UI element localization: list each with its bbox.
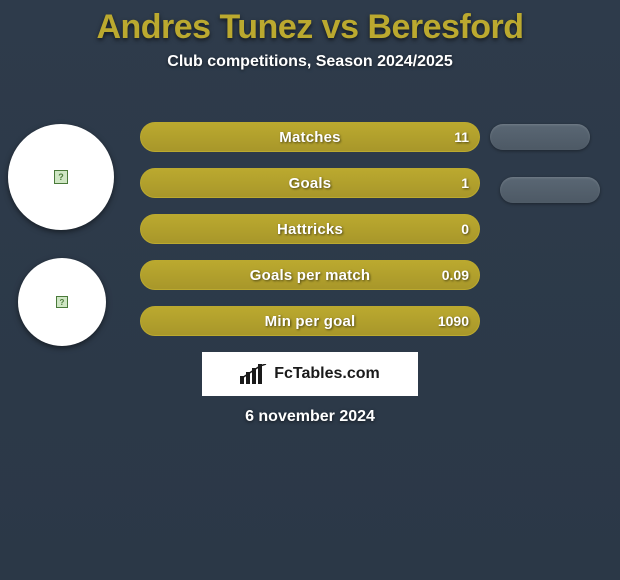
stat-label: Goals [289,175,332,192]
stat-value-p1: 11 [454,129,469,145]
stat-value-p1: 0.09 [442,267,469,283]
broken-image-icon: ? [56,296,68,308]
stat-label: Matches [279,129,340,146]
stat-row-min-per-goal: Min per goal 1090 [140,306,480,336]
stat-value-p1: 0 [461,221,469,237]
stat-label: Min per goal [265,313,356,330]
stat-label: Goals per match [250,267,371,284]
stat-row-matches: Matches 11 [140,122,480,152]
stat-label: Hattricks [277,221,343,238]
broken-image-icon: ? [54,170,68,184]
page-title: Andres Tunez vs Beresford [0,0,620,53]
brand-badge: FcTables.com [202,352,418,396]
stat-value-p1: 1090 [438,313,469,329]
footer-date: 6 november 2024 [0,408,620,426]
subtitle: Club competitions, Season 2024/2025 [0,53,620,97]
stat-row-goals: Goals 1 [140,168,480,198]
stat-value-p1: 1 [461,175,469,191]
player1-avatar: ? [8,124,114,230]
stat-row-hattricks: Hattricks 0 [140,214,480,244]
stat-bar-p2-matches [490,124,590,150]
brand-text: FcTables.com [274,365,380,383]
stat-row-goals-per-match: Goals per match 0.09 [140,260,480,290]
stat-bar-p2-goals [500,177,600,203]
player2-avatar: ? [18,258,106,346]
stats-rows: Matches 11 Goals 1 Hattricks 0 Goals per… [140,122,480,352]
bar-chart-icon [240,364,268,384]
